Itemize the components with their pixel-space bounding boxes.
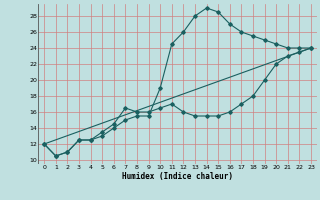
X-axis label: Humidex (Indice chaleur): Humidex (Indice chaleur) — [122, 172, 233, 181]
